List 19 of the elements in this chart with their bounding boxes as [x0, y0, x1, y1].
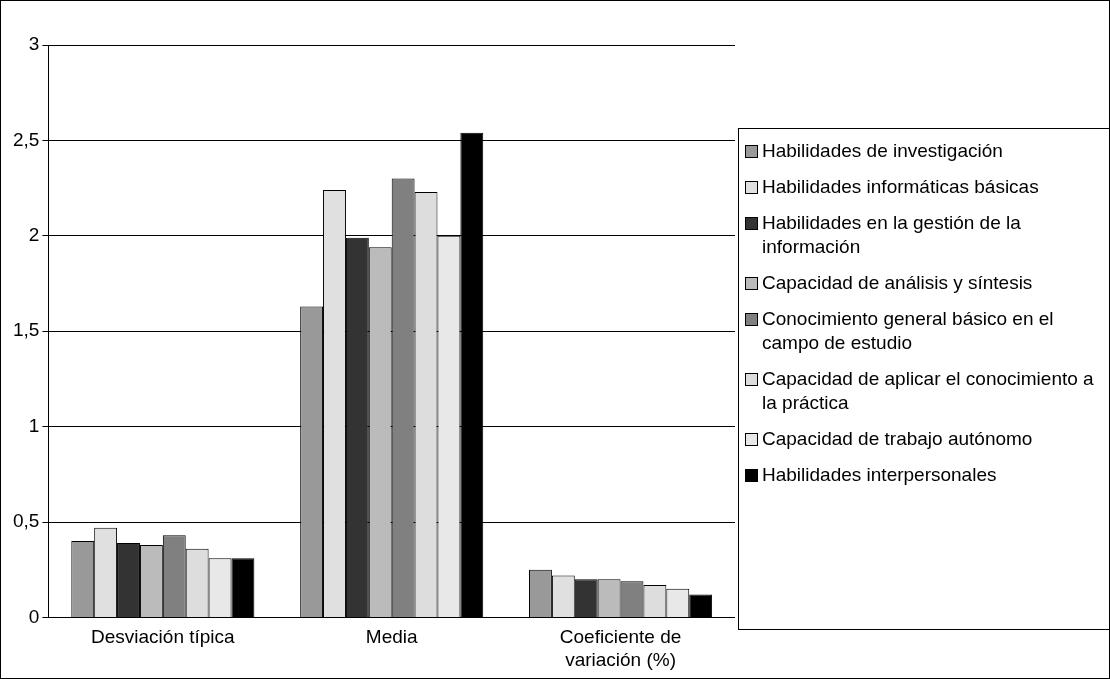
x-tick-label: Coeficiente de variación (%) [559, 626, 682, 670]
bar [231, 558, 255, 617]
legend-label: Capacidad de análisis y síntesis [762, 271, 1033, 295]
y-tick-label: 1 [28, 414, 40, 436]
legend-label: Habilidades interpersonales [762, 463, 997, 487]
y-tick-label: 0 [28, 605, 40, 627]
y-tick-label: 3 [28, 33, 40, 55]
y-tick-label: 0,5 [12, 510, 40, 532]
legend-label: Conocimiento general básico en el campo de estudio [762, 307, 1055, 355]
y-tick-label: 2 [28, 224, 40, 246]
y-tick-label: 2,5 [12, 128, 40, 150]
legend-label: Capacidad de trabajo autónomo [762, 427, 1033, 451]
legend-label: Capacidad de aplicar el conocimiento a la práctica [762, 367, 1095, 415]
legend-label: Habilidades de investigación [762, 139, 1003, 163]
legend-label: Habilidades en la gestión de la información [762, 211, 1022, 259]
legend-label: Habilidades informáticas básicas [762, 175, 1039, 199]
y-tick-label: 1,5 [12, 319, 40, 341]
x-tick-label: Desviación típica [91, 626, 236, 648]
x-tick-label: Media [365, 626, 419, 648]
